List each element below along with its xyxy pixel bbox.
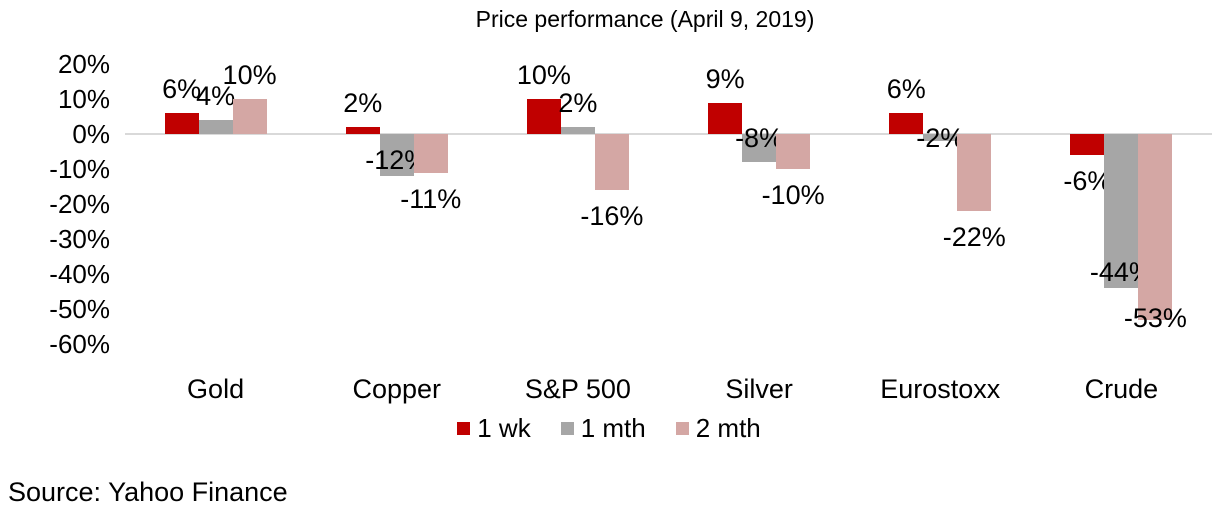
bar-crude-1-mth [1104,134,1139,288]
category-label-copper: Copper [352,374,442,404]
zero-axis-line [125,133,1212,135]
data-label-silver-1-wk: 9% [705,63,745,94]
legend: 1 wk 1 mth 2 mth [36,414,1182,442]
bar-silver-2-mth [776,134,811,169]
legend-swatch-icon [560,421,574,435]
legend-item-1-mth: 1 mth [560,413,646,443]
data-label-eurostoxx-1-wk: 6% [886,74,926,104]
bar-gold-1-mth [198,120,233,134]
bar-gold-2-mth [232,99,267,134]
bar-eurostoxx-1-wk [889,113,924,134]
data-label-copper-2-mth: -11% [400,183,462,214]
legend-item-1-wk: 1 wk [457,413,531,443]
bar-crude-2-mth [1138,134,1173,320]
category-label-eurostoxx: Eurostoxx [880,374,1001,404]
y-tick-label: 20% [57,49,110,79]
category-label-s-p-500: S&P 500 [524,374,631,404]
y-tick-label: -60% [49,329,110,359]
y-tick-label: -40% [49,259,110,289]
legend-item-2-mth: 2 mth [675,413,761,443]
y-tick-label: 10% [57,84,110,114]
category-label-crude: Crude [1084,374,1159,404]
data-label-s-p-500-1-mth: 2% [558,88,598,118]
bar-s-p-500-1-wk [526,99,561,134]
data-label-gold-1-wk: 6% [162,74,202,104]
bar-silver-1-mth [742,134,777,162]
bar-eurostoxx-2-mth [957,134,992,211]
bar-s-p-500-1-mth [560,127,595,134]
legend-swatch-icon [675,421,689,435]
category-label-gold: Gold [187,374,245,404]
legend-label: 1 mth [580,413,646,443]
category-label-silver: Silver [725,374,793,404]
data-label-copper-1-wk: 2% [343,88,383,118]
data-label-s-p-500-1-wk: 10% [516,60,571,90]
bar-silver-1-wk [708,102,743,134]
legend-label: 2 mth [695,413,761,443]
data-label-eurostoxx-1-mth: -2% [916,123,965,153]
bar-copper-1-wk [345,127,380,134]
y-tick-label: -50% [49,294,110,324]
y-tick-label: -30% [49,224,110,254]
y-tick-label: -10% [49,154,110,184]
data-label-gold-2-mth: 10% [222,60,277,90]
chart-title: Price performance (April 9, 2019) [475,6,815,32]
data-label-crude-1-wk: -6% [1063,166,1112,196]
legend-swatch-icon [457,421,471,435]
data-label-s-p-500-2-mth: -16% [580,201,644,231]
data-label-crude-2-mth: -53% [1123,302,1187,333]
data-label-silver-1-mth: -8% [735,123,784,153]
legend-label: 1 wk [477,413,531,443]
bar-eurostoxx-1-mth [923,134,958,141]
y-tick-label: 0% [72,119,110,149]
bar-s-p-500-2-mth [594,134,629,190]
y-tick-label: -20% [49,189,110,219]
data-label-gold-1-mth: 4% [196,81,236,111]
bar-copper-1-mth [379,134,414,176]
data-label-silver-2-mth: -10% [761,180,825,210]
data-label-eurostoxx-2-mth: -22% [942,222,1006,252]
source-note: Source: Yahoo Finance [8,477,288,507]
bar-gold-1-wk [164,113,199,134]
bar-crude-1-wk [1070,134,1105,155]
bar-copper-2-mth [413,134,448,173]
